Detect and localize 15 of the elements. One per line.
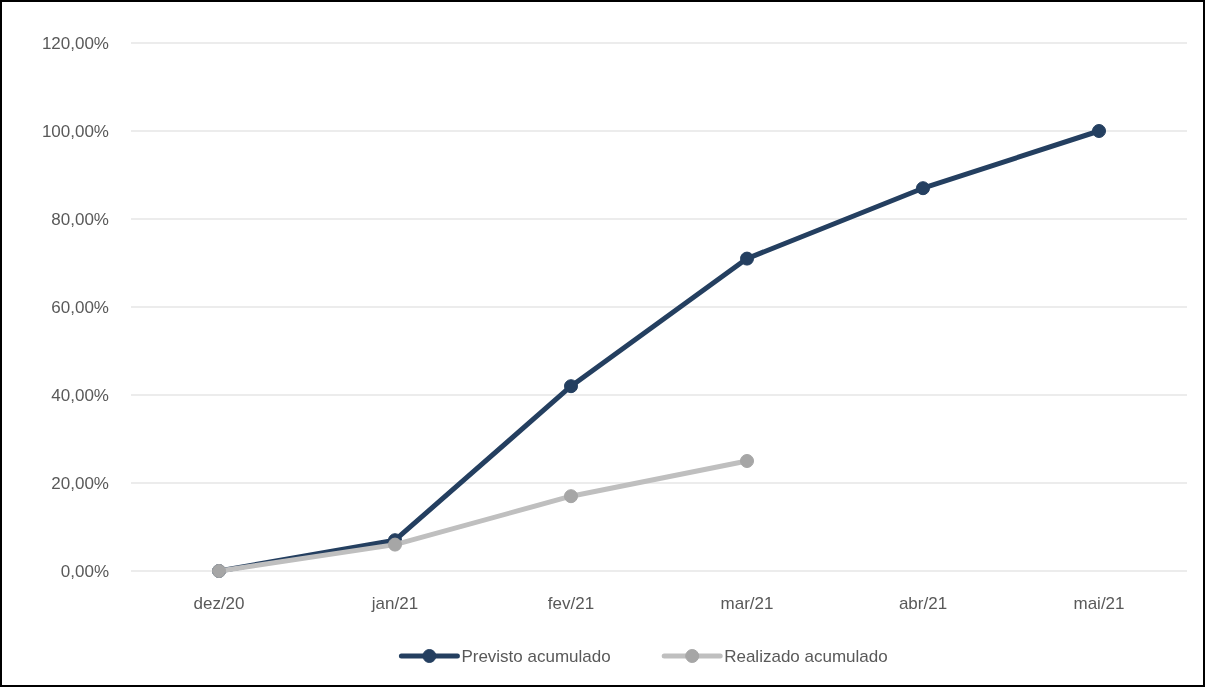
y-tick-label: 40,00% [51, 385, 109, 405]
x-tick-label: fev/21 [547, 594, 595, 613]
y-tick-label: 20,00% [51, 473, 109, 493]
y-tick-label: 60,00% [51, 297, 109, 317]
y-tick-label: 100,00% [41, 121, 109, 141]
y-tick-label: 120,00% [41, 33, 109, 53]
legend-label: Previsto acumulado [461, 646, 611, 666]
x-tick-label: abr/21 [898, 594, 948, 613]
legend-label: Realizado acumulado [724, 646, 888, 666]
x-tick-label: mar/21 [720, 594, 774, 613]
x-tick-label: jan/21 [370, 594, 419, 613]
y-tick-label: 0,00% [60, 561, 109, 581]
x-tick-label: mai/21 [1073, 594, 1125, 613]
x-tick-label: dez/20 [193, 594, 245, 613]
y-tick-label: 80,00% [51, 209, 109, 229]
